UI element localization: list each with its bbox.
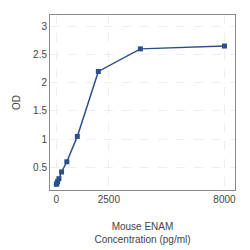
svg-text:1: 1 (41, 134, 47, 145)
svg-text:1.5: 1.5 (33, 105, 47, 116)
svg-text:2: 2 (41, 77, 47, 88)
svg-text:2.5: 2.5 (33, 49, 47, 60)
svg-text:0: 0 (54, 194, 60, 205)
svg-text:OD: OD (11, 95, 22, 110)
svg-text:Mouse ENAMConcentration (pg/ml: Mouse ENAMConcentration (pg/ml) (94, 221, 190, 245)
svg-text:8000: 8000 (213, 194, 236, 205)
svg-text:3: 3 (41, 21, 47, 32)
svg-text:2500: 2500 (98, 194, 121, 205)
svg-text:0.5: 0.5 (33, 162, 47, 173)
